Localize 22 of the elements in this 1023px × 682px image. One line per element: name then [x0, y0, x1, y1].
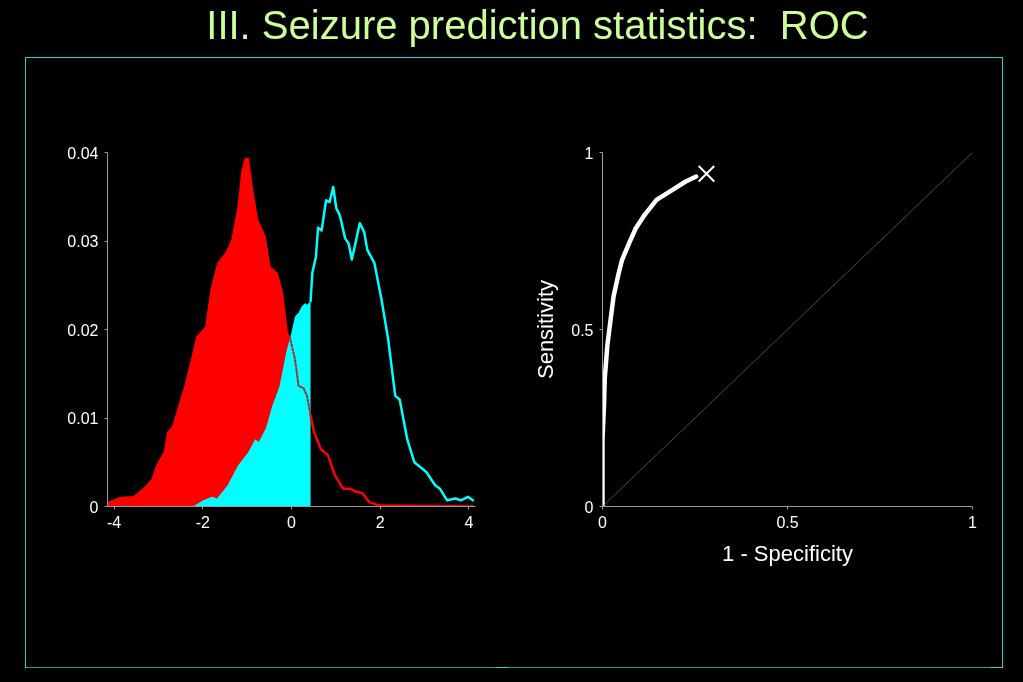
y-tick-label: 0.02: [67, 321, 99, 339]
y-tick-label: 0: [584, 498, 594, 516]
x-tick-label: -2: [195, 513, 211, 531]
x-tick-label: 1: [968, 513, 978, 531]
x-axis-title: 1 - Specificity: [722, 540, 853, 566]
x-tick-label: 0: [287, 513, 297, 531]
y-tick-label: 0.04: [67, 144, 99, 162]
y-tick-label: 0.01: [67, 410, 99, 427]
line-series: [309, 414, 475, 507]
line-series: [602, 174, 699, 507]
x-tick-label: 0.5: [776, 513, 799, 531]
y-tick-label: 0.5: [571, 321, 594, 339]
x-tick-label: 4: [464, 513, 474, 531]
y-tick-label: 0: [89, 498, 99, 516]
x-tick-label: -4: [107, 513, 122, 531]
x-tick-label: 2: [375, 513, 385, 531]
chart-title: III. Seizure prediction statistics: ROC: [206, 2, 869, 49]
y-tick-label: 1: [584, 144, 594, 162]
y-tick-label: 0.03: [67, 233, 99, 250]
x-tick-label: 0: [598, 513, 608, 531]
y-axis-title: Sensitivity: [533, 279, 559, 380]
line-series: [288, 335, 312, 417]
